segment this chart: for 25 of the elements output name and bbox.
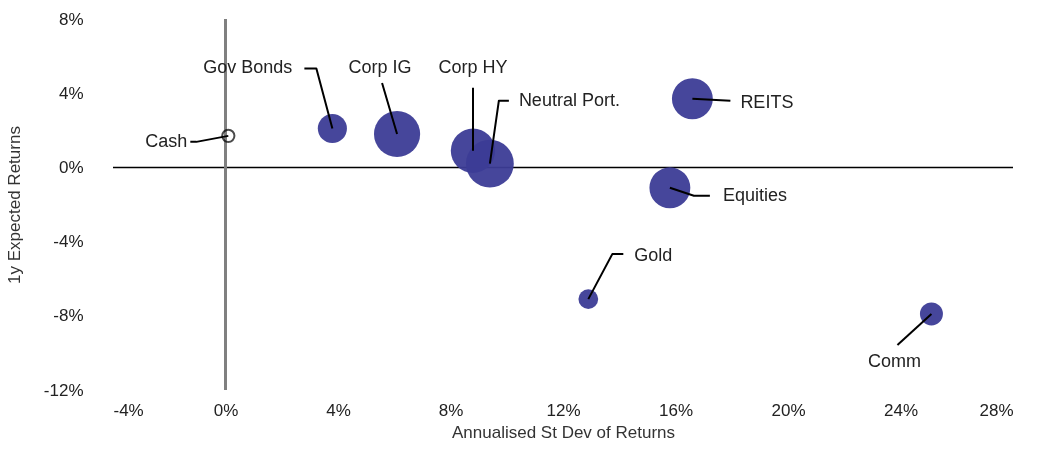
y-tick-label: -4% [53, 232, 84, 252]
annotation: Comm [867, 350, 921, 371]
x-axis-title: Annualised St Dev of Returns [451, 422, 676, 442]
x-tick-label: -4% [113, 400, 144, 420]
x-tick-label: 8% [438, 400, 464, 420]
y-tick-label: -12% [43, 380, 84, 400]
annotation: Corp IG [348, 57, 412, 78]
annotation: Cash [145, 130, 188, 151]
x-tick-label: 0% [213, 400, 239, 420]
annotation: Neutral Port. [518, 89, 620, 110]
annotation: Equities [722, 184, 787, 205]
y-tick-label: 4% [58, 83, 84, 103]
y-tick-label: -8% [53, 306, 84, 326]
x-tick-label: 16% [658, 400, 694, 420]
y-tick-label: 0% [58, 157, 84, 177]
x-tick-label: 4% [326, 400, 351, 420]
annotation: Gold [634, 245, 673, 266]
y-tick-label: 8% [58, 9, 84, 29]
x-tick-label: 28% [979, 400, 1014, 420]
x-tick-label: 12% [546, 400, 581, 420]
y-axis-title: 1y Expected Returns [4, 126, 24, 284]
x-tick-label: 24% [883, 400, 919, 420]
annotation: REITS [740, 91, 794, 112]
annotation: Corp HY [438, 56, 508, 77]
x-tick-label: 20% [771, 400, 806, 420]
